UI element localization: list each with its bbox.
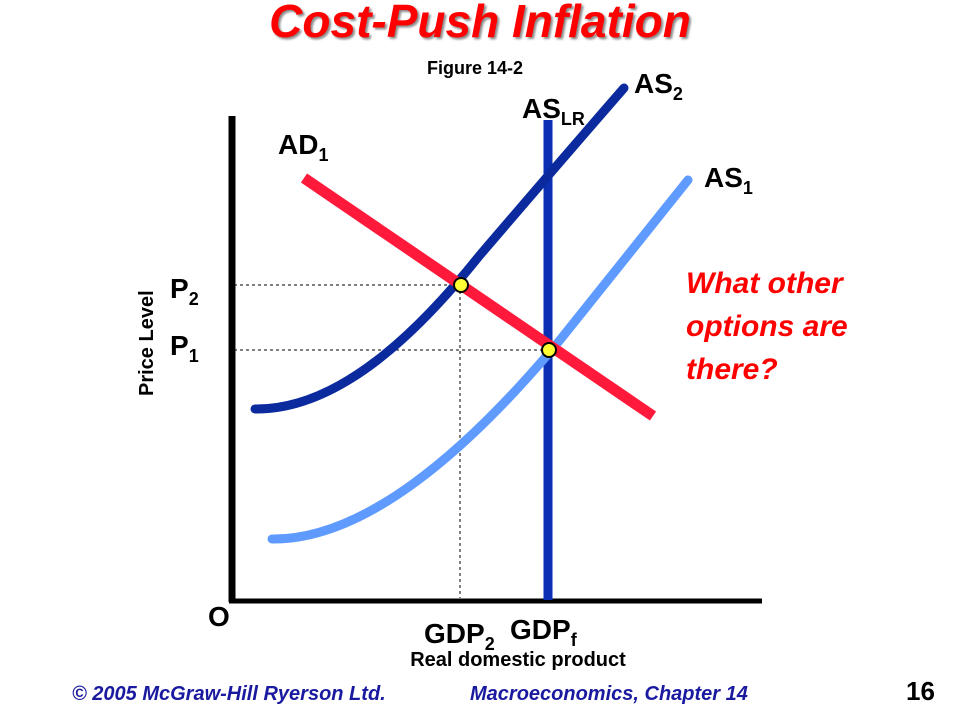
y-axis-label: Price Level [136,290,158,396]
course-footer: Macroeconomics, Chapter 14 [470,683,748,705]
as1-curve [267,175,693,544]
as1-label: AS1 [704,162,753,198]
gdp2-label: GDP2 [424,618,495,654]
ad1-curve [300,173,657,421]
ad1-label: AD1 [278,129,328,165]
as2-curve [250,83,629,414]
origin-label: O [208,601,230,632]
figure-caption: Figure 14-2 [426,58,524,78]
equilibrium-point-1 [541,342,557,358]
aslr-label: ASLR [522,93,585,129]
x-axis-label: Real domestic product [410,649,626,671]
slide-title: Cost-Push Inflation [269,0,691,47]
gdpf-label: GDPf [510,614,578,650]
as2-label: AS2 [634,68,683,104]
p2-label: P2 [170,273,199,309]
discussion-question: What other options are there? [686,267,848,386]
p1-label: P1 [170,330,199,366]
copyright-footer: © 2005 McGraw-Hill Ryerson Ltd. [72,683,386,705]
page-number: 16 [906,676,935,706]
equilibrium-point-2 [453,277,469,293]
